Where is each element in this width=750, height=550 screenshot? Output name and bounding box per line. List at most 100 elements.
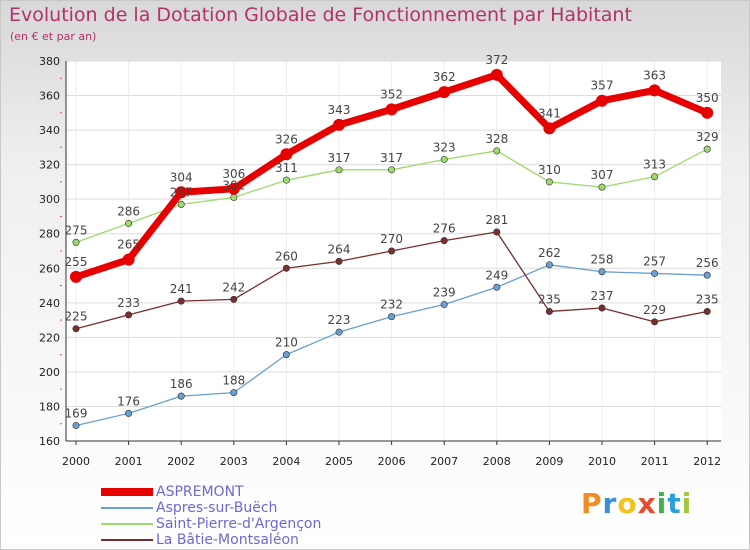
logo-letter: t [667, 487, 682, 520]
data-point [125, 409, 133, 417]
data-point [335, 328, 343, 336]
data-point [545, 307, 553, 315]
data-label: 328 [485, 132, 508, 146]
y-axis-ticks: 160 180 200 220 240 260 280 300 320 340 360 380 [39, 55, 62, 448]
logo-letter: o [617, 487, 638, 520]
x-tick-label: 2007 [430, 455, 458, 468]
data-point [230, 295, 238, 303]
data-label: 286 [117, 204, 140, 218]
data-point [440, 301, 448, 309]
data-label: 323 [433, 140, 456, 154]
data-point [175, 186, 188, 199]
data-point [493, 228, 501, 236]
data-point [598, 268, 606, 276]
y-tick-label: 280 [39, 228, 60, 241]
legend-swatch [101, 523, 153, 525]
data-point [493, 147, 501, 155]
data-point [385, 103, 398, 116]
data-label: 262 [538, 246, 561, 260]
data-label: 352 [380, 87, 403, 101]
legend-label: La Bâtie-Montsaléon [156, 532, 299, 548]
data-label: 362 [433, 70, 456, 84]
data-point [70, 270, 82, 283]
legend-item: Saint-Pierre-d'Argençon [101, 516, 321, 532]
y-tick-label: 240 [39, 297, 60, 310]
x-tick-label: 2005 [325, 455, 353, 468]
legend-swatch [101, 539, 153, 541]
data-point [598, 183, 606, 191]
data-point [72, 238, 80, 246]
data-label: 210 [275, 336, 298, 350]
data-label: 239 [433, 286, 456, 300]
data-point [227, 182, 240, 195]
data-point [440, 155, 448, 163]
x-tick-label: 2010 [588, 455, 616, 468]
data-label: 306 [222, 167, 245, 181]
y-tick-label: 160 [39, 435, 60, 448]
data-label: 363 [643, 68, 666, 82]
data-label: 257 [643, 254, 666, 268]
data-label: 304 [170, 170, 193, 184]
data-point [545, 178, 553, 186]
y-tick-label: 380 [39, 55, 60, 68]
legend-item: La Bâtie-Montsaléon [101, 532, 321, 548]
x-tick-label: 2003 [220, 455, 248, 468]
legend-label: ASPREMONT [156, 484, 244, 500]
data-label: 235 [696, 292, 719, 306]
logo-letter: i [681, 487, 693, 520]
data-point [177, 392, 185, 400]
data-label: 241 [170, 282, 193, 296]
data-label: 242 [222, 280, 245, 294]
y-tick-label: 360 [39, 90, 60, 103]
y-tick-label: 320 [39, 159, 60, 172]
data-point [72, 325, 80, 333]
data-point [598, 304, 606, 312]
data-point [388, 247, 396, 255]
data-point [703, 307, 711, 315]
data-point [545, 261, 553, 269]
data-label: 343 [328, 103, 351, 117]
data-label: 317 [328, 151, 351, 165]
data-point [438, 86, 451, 99]
data-point [388, 313, 396, 321]
legend-swatch [101, 507, 153, 509]
legend-label: Saint-Pierre-d'Argençon [156, 516, 322, 532]
data-label: 317 [380, 151, 403, 165]
data-label: 264 [328, 242, 351, 256]
y-tick-label: 300 [39, 193, 60, 206]
legend-label: Aspres-sur-Buëch [156, 500, 278, 516]
data-point [333, 118, 345, 131]
data-label: 281 [485, 213, 508, 227]
data-point [335, 257, 343, 265]
legend-item: ASPREMONT [101, 484, 321, 500]
data-label: 223 [328, 313, 351, 327]
data-point [282, 176, 290, 184]
x-tick-label: 2008 [483, 455, 511, 468]
data-label: 169 [65, 406, 88, 420]
data-label: 186 [170, 377, 193, 391]
data-point [125, 219, 133, 227]
logo-letter: r [602, 487, 618, 520]
y-tick-label: 340 [39, 124, 60, 137]
series-group [70, 68, 714, 429]
axes [65, 61, 721, 442]
data-point [703, 271, 711, 279]
y-tick-label: 260 [39, 262, 60, 275]
data-label: 311 [275, 161, 298, 175]
logo-letter: x [637, 487, 657, 520]
data-point [230, 193, 238, 201]
data-point [651, 269, 659, 277]
data-point [543, 122, 556, 135]
data-label: 275 [65, 223, 88, 237]
data-label: 372 [485, 53, 508, 67]
data-label: 176 [117, 394, 140, 408]
data-label: 256 [696, 256, 719, 270]
data-label: 276 [433, 222, 456, 236]
data-label: 307 [591, 168, 614, 182]
data-label: 326 [275, 132, 298, 146]
chart-subtitle: (en € et par an) [10, 30, 97, 43]
legend-swatch [101, 488, 153, 496]
data-point [596, 94, 608, 107]
legend-item: Aspres-sur-Buëch [101, 500, 321, 516]
